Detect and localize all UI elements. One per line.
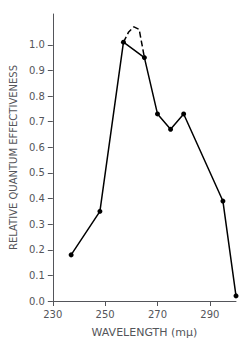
svg-text:0.1: 0.1	[29, 270, 45, 281]
svg-text:0.4: 0.4	[29, 193, 45, 204]
svg-text:0.6: 0.6	[29, 142, 45, 153]
svg-text:250: 250	[96, 309, 115, 320]
svg-text:0.3: 0.3	[29, 219, 45, 230]
svg-text:1.0: 1.0	[29, 39, 45, 50]
svg-text:0.2: 0.2	[29, 244, 45, 255]
svg-text:WAVELENGTH (mμ): WAVELENGTH (mμ)	[92, 326, 198, 339]
svg-text:0.7: 0.7	[29, 116, 45, 127]
svg-text:270: 270	[148, 309, 167, 320]
svg-text:0.8: 0.8	[29, 91, 45, 102]
svg-text:230: 230	[43, 309, 62, 320]
svg-text:0.9: 0.9	[29, 65, 45, 76]
svg-text:290: 290	[200, 309, 219, 320]
svg-text:0.0: 0.0	[29, 296, 45, 307]
svg-text:0.5: 0.5	[29, 167, 45, 178]
svg-text:RELATIVE QUANTUM EFFECTIVENESS: RELATIVE QUANTUM EFFECTIVENESS	[8, 65, 19, 250]
